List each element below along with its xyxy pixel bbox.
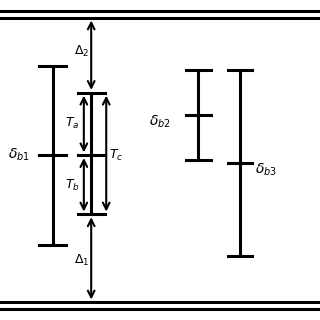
Text: $\delta_{b1}$: $\delta_{b1}$	[8, 147, 29, 164]
Text: $\delta_{b3}$: $\delta_{b3}$	[255, 161, 277, 178]
Text: $\Delta_2$: $\Delta_2$	[74, 44, 89, 59]
Text: $T_b$: $T_b$	[65, 178, 79, 193]
Text: $\delta_{b2}$: $\delta_{b2}$	[149, 113, 171, 130]
Text: $\Delta_1$: $\Delta_1$	[74, 253, 89, 268]
Text: $T_a$: $T_a$	[65, 116, 79, 131]
Text: $T_c$: $T_c$	[109, 148, 124, 163]
